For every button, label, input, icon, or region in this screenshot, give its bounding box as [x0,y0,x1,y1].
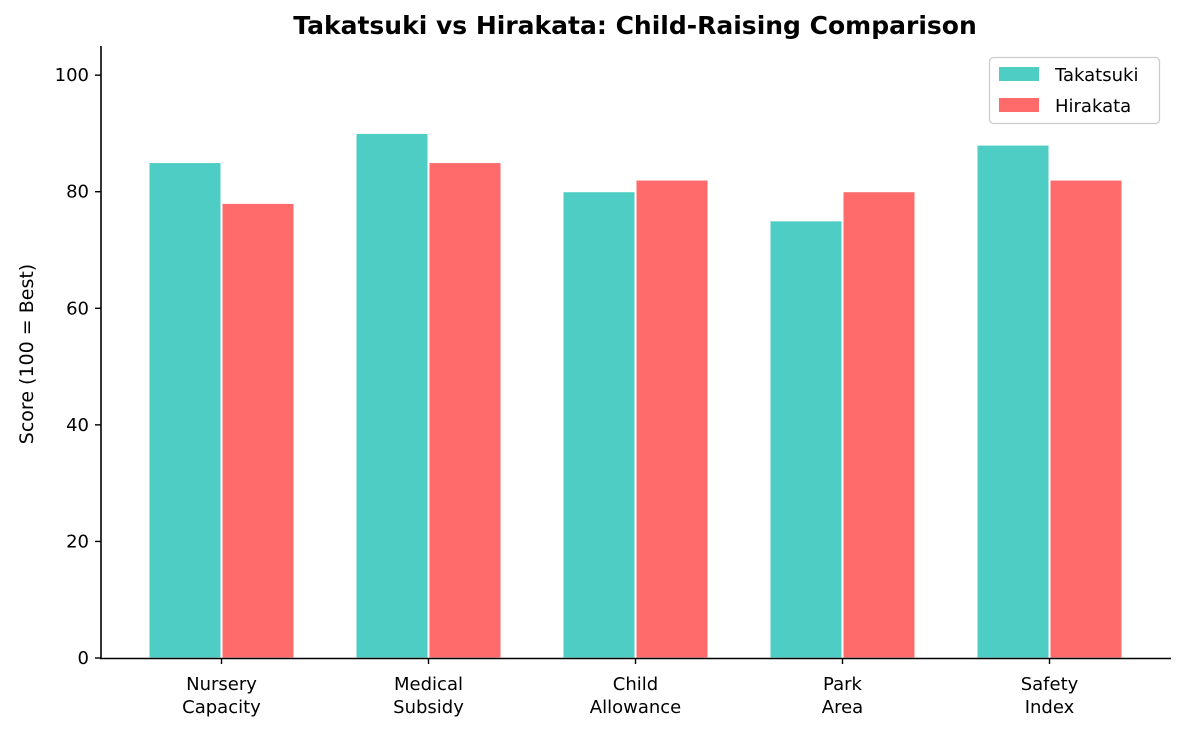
bar-hirakata-nursery-capacity [221,202,295,659]
bar-takatsuki-medical-subsidy [355,132,429,659]
x-tick-label: Nursery Capacity [182,674,261,718]
bars-group [148,132,1123,659]
legend-swatch-hirakata [999,98,1039,112]
x-tick-label: Park Area [822,674,863,718]
y-tick-label: 40 [66,415,89,436]
bar-hirakata-child-allowance [635,179,709,659]
bar-hirakata-park-area [842,191,916,659]
bar-takatsuki-safety-index [976,144,1050,659]
y-tick-label: 20 [66,531,89,552]
y-tick-label: 100 [55,65,89,86]
legend-swatch-takatsuki [999,67,1039,81]
legend-label-hirakata: Hirakata [1055,96,1131,117]
ticks-group: 0 20 40 60 80 100 Nursery Capacity Medical Subsid… [55,65,1079,718]
bar-takatsuki-child-allowance [562,191,636,659]
y-tick-label: 0 [78,648,89,669]
bar-hirakata-safety-index [1049,179,1123,659]
chart-title: Takatsuki vs Hirakata: Child-Raising Com… [293,11,977,40]
y-tick-label: 80 [66,182,89,203]
legend: Takatsuki Hirakata [988,56,1161,125]
x-tick-label: Safety Index [1021,674,1079,718]
y-tick-label: 60 [66,298,89,319]
x-tick-label: Medical Subsidy [393,674,464,718]
legend-label-takatsuki: Takatsuki [1054,65,1138,86]
y-axis-label: Score (100 = Best) [16,264,38,444]
bar-takatsuki-park-area [769,220,843,659]
bar-hirakata-medical-subsidy [428,162,502,659]
x-tick-label: Child Allowance [590,674,681,718]
bar-takatsuki-nursery-capacity [148,162,222,659]
